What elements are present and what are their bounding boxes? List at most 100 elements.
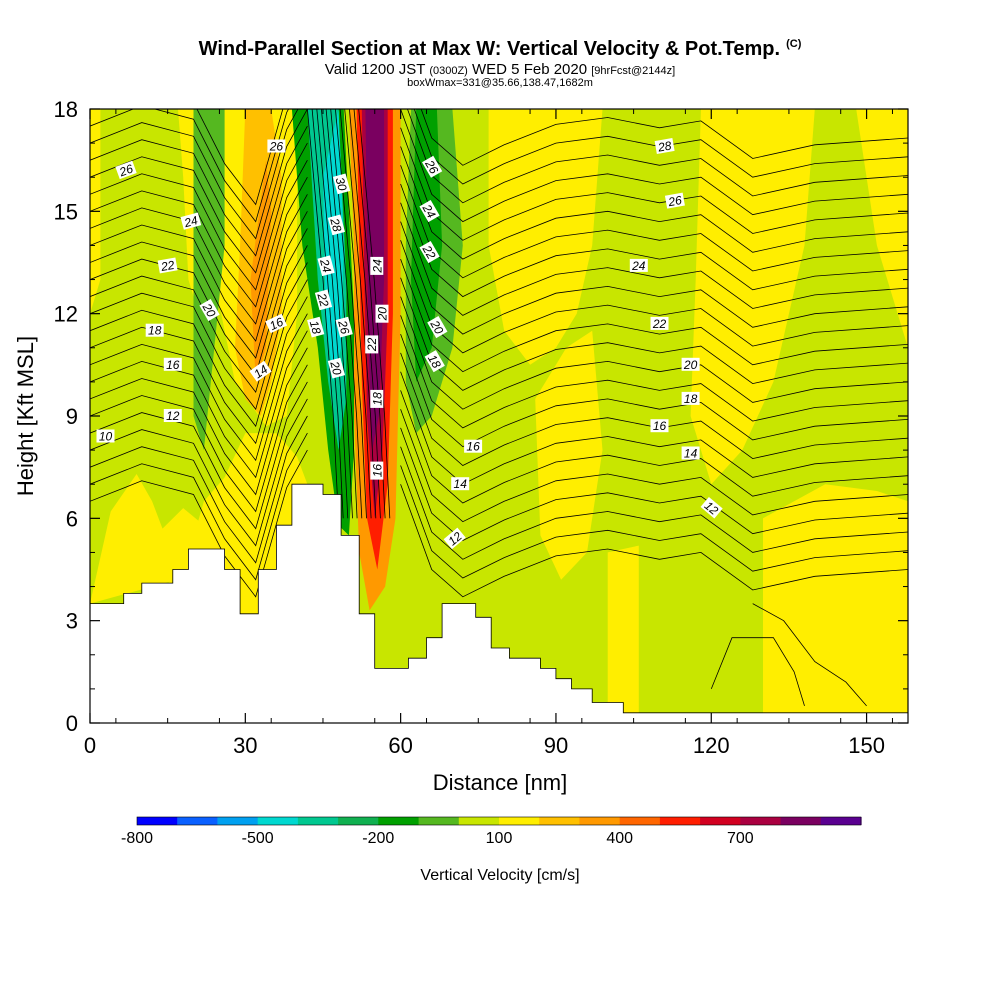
isotherm-line <box>90 398 308 547</box>
isotherm-label: 20 <box>375 304 390 323</box>
isotherm-label-bg <box>451 477 470 491</box>
isotherm-label: 24 <box>180 212 202 230</box>
isotherm-label: 22 <box>365 335 379 354</box>
isotherm-label: 14 <box>451 477 470 491</box>
isotherm-label-text: 22 <box>159 258 176 274</box>
isotherm-line <box>321 109 353 519</box>
isotherm-label-text: 28 <box>656 138 673 154</box>
isotherm-line <box>413 109 908 185</box>
isotherm-label-bg <box>115 160 137 180</box>
isotherm-label-text: 30 <box>333 176 350 193</box>
colorbar-swatch <box>378 817 420 825</box>
colorbar-swatch <box>659 817 701 825</box>
isotherm-label-text: 22 <box>652 317 667 331</box>
isotherm-line <box>90 415 308 564</box>
isotherm-label-text: 16 <box>267 315 285 333</box>
isotherm-label: 22 <box>650 316 669 331</box>
colorbar-swatch <box>700 817 741 825</box>
isotherm-label-text: 16 <box>466 440 480 454</box>
isotherm-line <box>90 279 308 428</box>
colorbar-label: 700 <box>727 830 754 847</box>
isotherm-label: 18 <box>145 323 164 338</box>
x-tick-label: 150 <box>848 733 885 758</box>
isotherm-line <box>316 109 349 519</box>
isotherm-line <box>752 603 867 707</box>
isotherm-label-text: 16 <box>370 464 384 478</box>
x-tick-label: 0 <box>84 733 96 758</box>
isotherm-line <box>90 109 284 206</box>
field-yellow-low-mid <box>607 545 639 723</box>
isotherm-label: 18 <box>424 350 445 373</box>
isotherm-label-text: 26 <box>335 318 352 336</box>
field-up-core <box>365 109 385 451</box>
isotherm-label-text: 22 <box>314 291 331 309</box>
isotherm-label-text: 26 <box>666 193 683 209</box>
isotherm-label-text: 18 <box>684 392 698 406</box>
isotherm-labels: 26 24 22 20 18 16 12 10 26 16 14 30 28 24 22 18 26 20 24 20… <box>96 138 723 550</box>
isotherm-line <box>400 484 908 598</box>
isotherm-label: 24 <box>370 256 384 275</box>
y-axis-title: Height [Kft MSL] <box>13 336 38 496</box>
field-yellow-right <box>690 109 815 485</box>
isotherm-label-bg <box>180 212 202 230</box>
isotherm-label: 16 <box>650 419 669 433</box>
isotherm-label: 22 <box>157 257 178 274</box>
isotherm-line <box>90 194 308 342</box>
colorbar-swatch <box>137 817 178 825</box>
isotherm-label: 24 <box>317 255 335 277</box>
isotherm-line <box>400 296 908 410</box>
isotherm-label-text: 26 <box>269 140 284 154</box>
isotherm-label: 12 <box>700 496 723 519</box>
isotherm-line <box>90 262 308 411</box>
isotherm-line <box>420 109 908 166</box>
isotherm-label-bg <box>317 255 335 277</box>
isotherm-line <box>90 347 308 496</box>
isotherm-label-text: 24 <box>631 259 646 273</box>
isotherm-label-bg <box>265 313 288 334</box>
isotherm-line <box>400 446 908 560</box>
y-tick-label: 3 <box>66 609 78 634</box>
isotherm-line <box>400 183 908 298</box>
isotherm-label: 26 <box>422 155 443 178</box>
isotherm-label-bg <box>249 360 272 382</box>
isotherm-label-text: 24 <box>182 213 200 230</box>
isotherm-label-text: 24 <box>370 259 384 274</box>
isotherm-label-text: 22 <box>419 242 438 262</box>
isotherm-label-bg <box>332 173 351 195</box>
colorbar-swatch <box>297 817 339 825</box>
isotherm-line <box>335 109 367 519</box>
isotherm-label-bg <box>419 200 440 223</box>
chart-subtitle-2: boxWmax=331@35.66,138.47,1682m <box>407 77 593 89</box>
isotherm-label-bg <box>335 316 353 338</box>
colorbar-label: -500 <box>242 830 274 847</box>
isotherm-label-bg <box>365 335 379 354</box>
isotherm-label: 20 <box>327 357 345 379</box>
isotherm-line <box>339 109 372 519</box>
isotherm-line <box>400 165 908 279</box>
isotherm-label-bg <box>681 357 700 371</box>
isotherm-label-text: 12 <box>166 409 180 423</box>
y-tick-label: 18 <box>54 97 78 122</box>
isotherm-label-text: 20 <box>199 300 218 320</box>
isotherm-label-text: 26 <box>422 157 441 177</box>
terrain-fill <box>90 484 908 723</box>
isotherm-label: 16 <box>163 357 182 372</box>
x-axis-title: Distance [nm] <box>433 770 568 795</box>
isotherm-label-bg <box>629 258 648 272</box>
colorbar-swatch <box>579 817 621 825</box>
x-tick-label: 90 <box>544 733 568 758</box>
isotherm-line <box>311 109 344 519</box>
field-yellow-lowright <box>763 484 908 723</box>
isotherm-label-bg <box>650 419 669 433</box>
isotherm-line <box>90 432 308 581</box>
isotherm-line <box>90 109 290 223</box>
isotherm-label: 24 <box>629 258 648 273</box>
isotherm-line <box>90 109 308 257</box>
isotherm-line <box>90 142 308 291</box>
isotherm-label: 18 <box>681 391 700 406</box>
x-tick-label: 120 <box>693 733 730 758</box>
isotherm-line <box>400 371 908 485</box>
y-tick-label: 12 <box>54 302 78 327</box>
